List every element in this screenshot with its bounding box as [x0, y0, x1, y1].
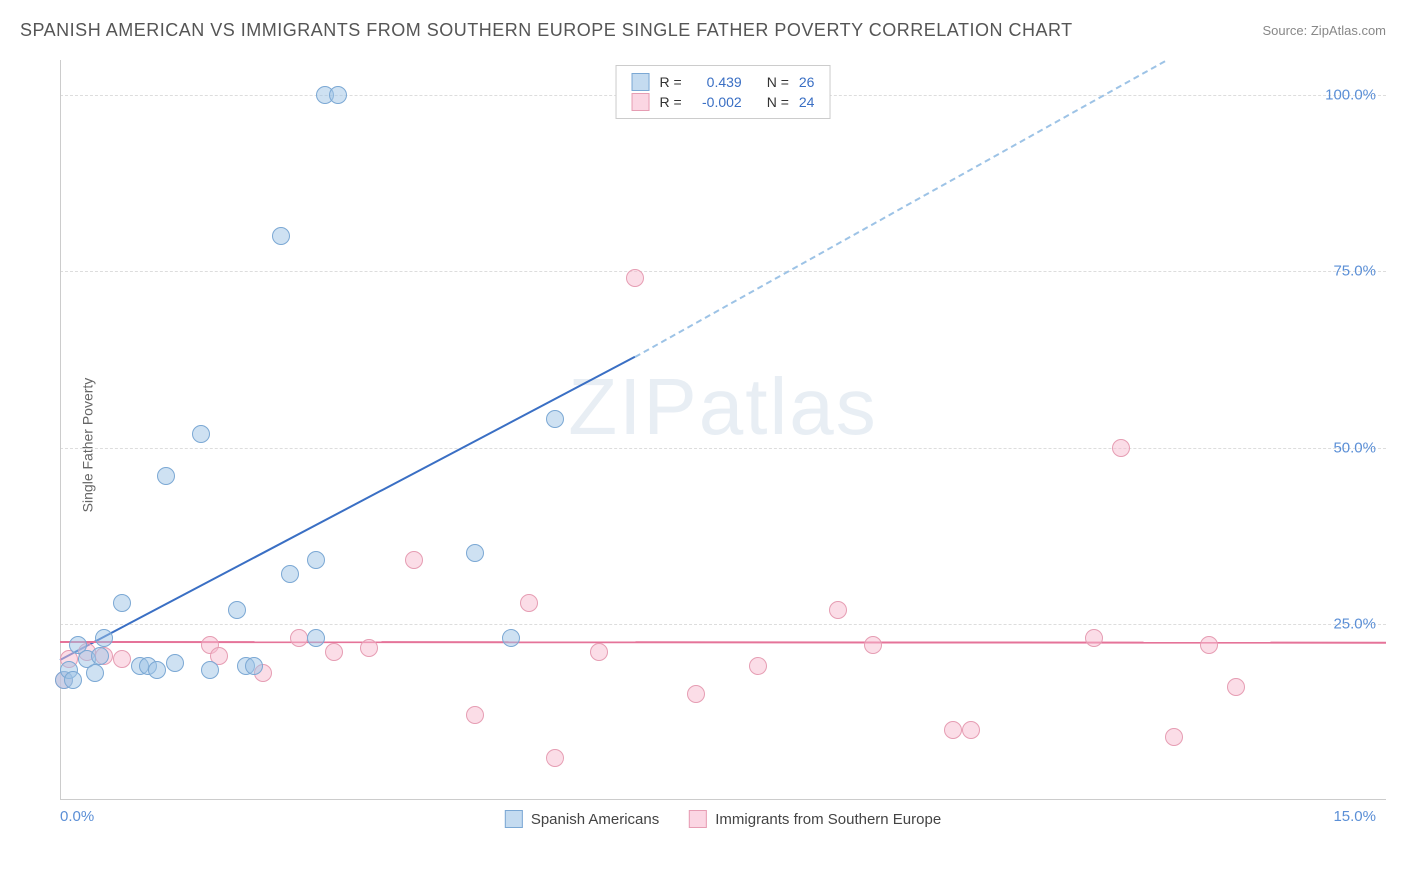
- swatch-blue-icon: [505, 810, 523, 828]
- data-point: [95, 629, 113, 647]
- data-point: [1085, 629, 1103, 647]
- data-point: [360, 639, 378, 657]
- data-point: [272, 227, 290, 245]
- data-point: [86, 664, 104, 682]
- n-value-blue: 26: [799, 74, 815, 90]
- data-point: [1200, 636, 1218, 654]
- data-point: [405, 551, 423, 569]
- data-point: [502, 629, 520, 647]
- x-axis-line: [60, 799, 1386, 800]
- data-point: [546, 410, 564, 428]
- swatch-pink-icon: [689, 810, 707, 828]
- gridline: [60, 624, 1386, 625]
- correlation-legend: R = 0.439 N = 26 R = -0.002 N = 24: [616, 65, 831, 119]
- data-point: [944, 721, 962, 739]
- x-tick-label: 0.0%: [60, 808, 94, 825]
- data-point: [228, 601, 246, 619]
- data-point: [113, 650, 131, 668]
- data-point: [290, 629, 308, 647]
- data-point: [590, 643, 608, 661]
- legend-item-blue: Spanish Americans: [505, 810, 659, 828]
- legend-row-blue: R = 0.439 N = 26: [632, 73, 815, 91]
- data-point: [466, 706, 484, 724]
- data-point: [1112, 439, 1130, 457]
- y-axis-line: [60, 60, 61, 800]
- r-label: R =: [660, 74, 682, 90]
- data-point: [466, 544, 484, 562]
- x-tick-label: 15.0%: [1333, 808, 1376, 825]
- data-point: [749, 657, 767, 675]
- data-point: [148, 661, 166, 679]
- data-point: [325, 643, 343, 661]
- data-point: [166, 654, 184, 672]
- gridline: [60, 271, 1386, 272]
- swatch-blue-icon: [632, 73, 650, 91]
- watermark: ZIPatlas: [568, 361, 877, 453]
- data-point: [64, 671, 82, 689]
- data-point: [157, 467, 175, 485]
- legend-label-pink: Immigrants from Southern Europe: [715, 811, 941, 828]
- data-point: [281, 565, 299, 583]
- chart-area: Single Father Poverty ZIPatlas 25.0% 50.0…: [60, 60, 1386, 830]
- data-point: [829, 601, 847, 619]
- y-tick-label: 25.0%: [1333, 615, 1376, 632]
- data-point: [113, 594, 131, 612]
- data-point: [626, 269, 644, 287]
- data-point: [245, 657, 263, 675]
- data-point: [520, 594, 538, 612]
- data-point: [1165, 728, 1183, 746]
- swatch-pink-icon: [632, 93, 650, 111]
- data-point: [329, 86, 347, 104]
- chart-title: SPANISH AMERICAN VS IMMIGRANTS FROM SOUT…: [20, 20, 1073, 41]
- gridline: [60, 448, 1386, 449]
- data-point: [687, 685, 705, 703]
- data-point: [91, 647, 109, 665]
- data-point: [192, 425, 210, 443]
- data-point: [1227, 678, 1245, 696]
- data-point: [201, 661, 219, 679]
- trend-line-pink: [60, 641, 1386, 644]
- data-point: [962, 721, 980, 739]
- data-point: [307, 551, 325, 569]
- r-label: R =: [660, 94, 682, 110]
- n-label: N =: [767, 94, 789, 110]
- n-value-pink: 24: [799, 94, 815, 110]
- trend-line-blue: [60, 356, 636, 661]
- source-label: Source: ZipAtlas.com: [1262, 23, 1386, 38]
- y-tick-label: 75.0%: [1333, 263, 1376, 280]
- data-point: [307, 629, 325, 647]
- legend-item-pink: Immigrants from Southern Europe: [689, 810, 941, 828]
- legend-label-blue: Spanish Americans: [531, 811, 659, 828]
- data-point: [546, 749, 564, 767]
- y-axis-label: Single Father Poverty: [79, 378, 95, 513]
- y-tick-label: 50.0%: [1333, 439, 1376, 456]
- data-point: [864, 636, 882, 654]
- r-value-pink: -0.002: [692, 94, 742, 110]
- n-label: N =: [767, 74, 789, 90]
- r-value-blue: 0.439: [692, 74, 742, 90]
- series-legend: Spanish Americans Immigrants from Southe…: [505, 810, 941, 828]
- legend-row-pink: R = -0.002 N = 24: [632, 93, 815, 111]
- y-tick-label: 100.0%: [1325, 87, 1376, 104]
